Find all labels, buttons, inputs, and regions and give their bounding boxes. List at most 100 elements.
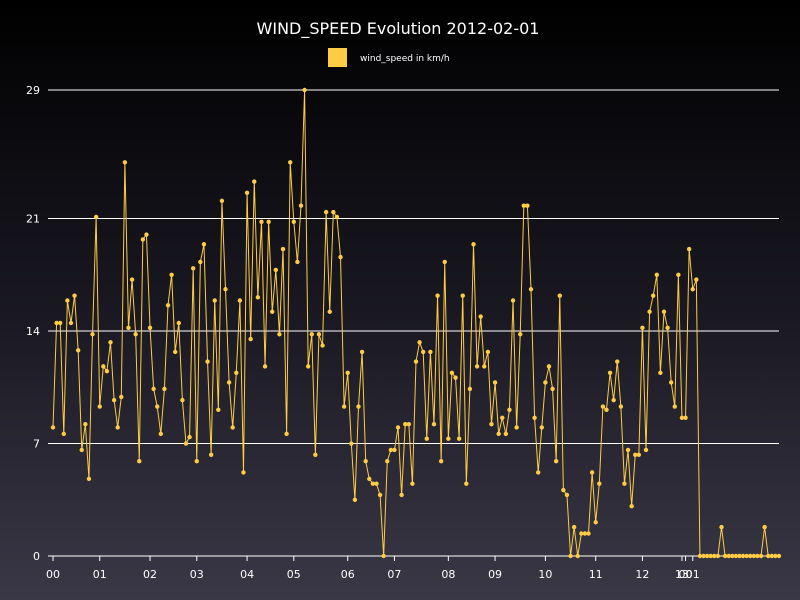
data-point <box>399 492 404 498</box>
data-point <box>205 359 210 364</box>
data-point <box>313 452 318 457</box>
data-point <box>453 375 458 380</box>
data-point <box>622 481 627 486</box>
data-point <box>435 293 440 298</box>
data-point <box>467 386 473 392</box>
data-point <box>374 481 379 486</box>
data-point <box>611 397 616 403</box>
data-point <box>755 553 760 559</box>
data-point <box>525 203 530 208</box>
x-tick-label: 05 <box>287 568 301 581</box>
data-point <box>392 447 397 453</box>
plot-area <box>50 87 782 559</box>
x-tick-label: 02 <box>143 568 157 581</box>
data-point <box>291 219 297 224</box>
data-point <box>722 553 728 559</box>
y-tick-label: 29 <box>26 84 40 97</box>
x-tick-label: 04 <box>240 568 254 581</box>
x-tick-label: 09 <box>488 568 502 581</box>
data-point <box>521 203 527 208</box>
data-point <box>262 364 268 369</box>
x-tick-label: 01 <box>686 568 700 581</box>
data-point <box>640 325 645 331</box>
grid-lines <box>48 89 779 557</box>
data-point <box>625 447 631 453</box>
data-point <box>449 370 455 376</box>
data-point <box>690 287 695 292</box>
data-point <box>546 364 552 369</box>
data-point <box>510 298 516 303</box>
data-point <box>431 422 437 427</box>
data-point <box>471 242 476 247</box>
data-point <box>694 277 699 282</box>
data-point <box>557 293 562 298</box>
data-point <box>101 364 106 369</box>
data-point <box>420 349 426 355</box>
data-point <box>234 370 239 376</box>
data-point <box>532 415 537 421</box>
data-point <box>597 481 602 486</box>
data-point <box>413 359 419 364</box>
data-point <box>255 295 261 300</box>
data-point <box>579 531 584 536</box>
data-point <box>108 340 113 345</box>
data-point <box>478 314 483 319</box>
data-point <box>769 553 775 559</box>
data-point <box>75 348 81 353</box>
data-point <box>403 422 408 427</box>
data-point <box>679 415 685 421</box>
x-tick-label: 01 <box>93 568 107 581</box>
data-point <box>514 425 519 430</box>
y-tick-label: 0 <box>33 550 40 563</box>
data-point <box>183 441 189 446</box>
data-point <box>651 293 656 298</box>
data-point <box>654 272 660 277</box>
data-point <box>273 267 279 273</box>
data-point <box>57 320 63 326</box>
data-point <box>248 336 253 342</box>
data-point <box>643 447 649 453</box>
data-point <box>133 332 138 337</box>
data-point <box>190 266 196 271</box>
data-point <box>356 404 361 409</box>
data-point <box>683 415 688 421</box>
data-point <box>395 425 401 430</box>
x-tick-label: 07 <box>387 568 401 581</box>
data-point <box>327 309 332 314</box>
data-point <box>54 320 59 326</box>
data-point <box>636 452 642 457</box>
data-point <box>86 476 92 482</box>
data-point <box>280 246 286 252</box>
x-tick-label: 11 <box>589 568 603 581</box>
data-point <box>507 407 512 412</box>
x-tick-label: 12 <box>635 568 649 581</box>
data-point <box>730 553 735 559</box>
data-point <box>147 325 153 331</box>
data-point <box>68 320 74 326</box>
y-tick-label: 21 <box>26 213 40 226</box>
data-point <box>252 179 257 184</box>
data-point <box>503 431 509 437</box>
data-point <box>385 458 390 464</box>
data-point <box>600 404 606 409</box>
data-point <box>482 364 487 369</box>
data-point <box>244 190 250 196</box>
data-point <box>604 407 609 412</box>
data-point <box>316 332 322 337</box>
data-point <box>338 254 343 260</box>
data-point <box>496 431 501 437</box>
data-point <box>72 293 77 298</box>
data-point <box>169 272 174 277</box>
data-point <box>187 434 192 440</box>
data-point <box>83 422 88 427</box>
data-point <box>668 380 674 385</box>
data-point <box>593 520 598 525</box>
data-point <box>464 481 469 486</box>
chart-title: WIND_SPEED Evolution 2012-02-01 <box>257 19 540 39</box>
data-point <box>737 553 742 559</box>
data-point <box>744 553 749 559</box>
data-point <box>266 219 271 224</box>
data-point <box>535 470 541 475</box>
data-point <box>424 436 429 441</box>
